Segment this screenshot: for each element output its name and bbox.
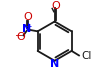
Text: −: − bbox=[15, 31, 23, 41]
Text: Cl: Cl bbox=[81, 51, 91, 61]
Text: N: N bbox=[22, 24, 31, 34]
Text: O: O bbox=[23, 12, 32, 22]
Text: O: O bbox=[51, 1, 60, 11]
Text: +: + bbox=[24, 22, 32, 31]
Text: O: O bbox=[17, 32, 25, 42]
Text: N: N bbox=[50, 59, 59, 69]
